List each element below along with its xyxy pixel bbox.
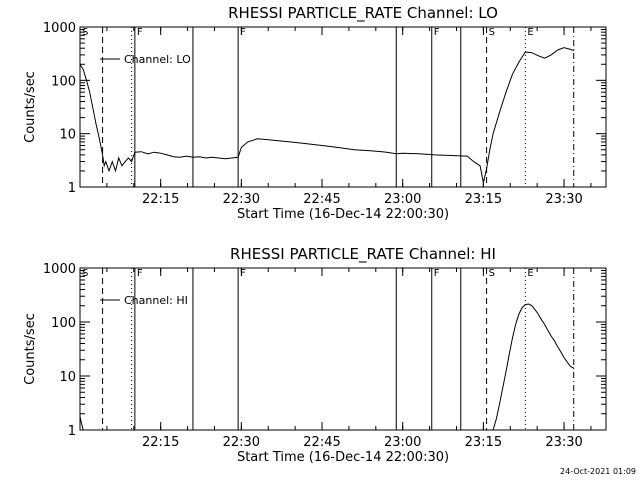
y-tick-label: 1000 (43, 262, 76, 277)
y-tick-label: 1 (68, 181, 76, 196)
event-marker-label: S (82, 268, 88, 279)
event-marker-label: E (527, 27, 533, 38)
chart-title: RHESSI PARTICLE_RATE Channel: HI (230, 245, 496, 264)
x-axis-label: Start Time (16-Dec-14 22:00:30) (237, 207, 449, 222)
x-tick-label: 22:45 (303, 435, 340, 450)
x-tick-label: 23:30 (545, 192, 582, 207)
x-tick-label: 23:30 (545, 435, 582, 450)
x-tick-label: 22:30 (223, 192, 260, 207)
generated-timestamp: 24-Oct-2021 01:09 (560, 467, 636, 476)
event-marker-label: F (240, 27, 246, 38)
data-series-line (79, 47, 574, 183)
x-tick-label: 22:45 (303, 192, 340, 207)
event-marker-label: F (434, 27, 440, 38)
plot-frame (79, 26, 607, 188)
data-series-line (492, 303, 574, 431)
x-tick-label: 23:15 (465, 192, 502, 207)
legend-label: Channel: LO (124, 53, 191, 66)
x-tick-label: 23:00 (384, 192, 421, 207)
event-marker-label: F (434, 268, 440, 279)
y-tick-label: 10 (59, 128, 76, 143)
y-tick-label: 100 (51, 74, 76, 89)
event-marker-label: S (489, 27, 495, 38)
x-axis-label: Start Time (16-Dec-14 22:00:30) (237, 450, 449, 465)
event-marker-label: E (527, 268, 533, 279)
legend-label: Channel: HI (124, 294, 188, 307)
y-tick-label: 100 (51, 316, 76, 331)
lo-channel-panel: RHESSI PARTICLE_RATE Channel: LO 22:15 22:… (23, 4, 607, 222)
data-series-line (79, 416, 84, 431)
x-tick-label: 22:15 (142, 435, 179, 450)
event-marker-label: S (82, 27, 88, 38)
x-tick-label: 22:30 (223, 435, 260, 450)
chart-title: RHESSI PARTICLE_RATE Channel: LO (228, 4, 498, 23)
y-tick-label: 1 (68, 424, 76, 439)
event-marker-label: F (240, 268, 246, 279)
y-axis-label: Counts/sec (23, 313, 38, 385)
y-tick-label: 1000 (43, 21, 76, 36)
plot-frame (79, 267, 607, 431)
x-tick-label: 23:15 (465, 435, 502, 450)
y-tick-label: 10 (59, 370, 76, 385)
event-marker-label: S (489, 268, 495, 279)
event-marker-label: F (137, 27, 143, 38)
hi-channel-panel: RHESSI PARTICLE_RATE Channel: HI 22:15 22:… (23, 245, 607, 465)
event-marker-label: F (137, 268, 143, 279)
y-axis-label: Counts/sec (23, 71, 38, 143)
x-tick-label: 22:15 (142, 192, 179, 207)
x-tick-label: 23:00 (384, 435, 421, 450)
